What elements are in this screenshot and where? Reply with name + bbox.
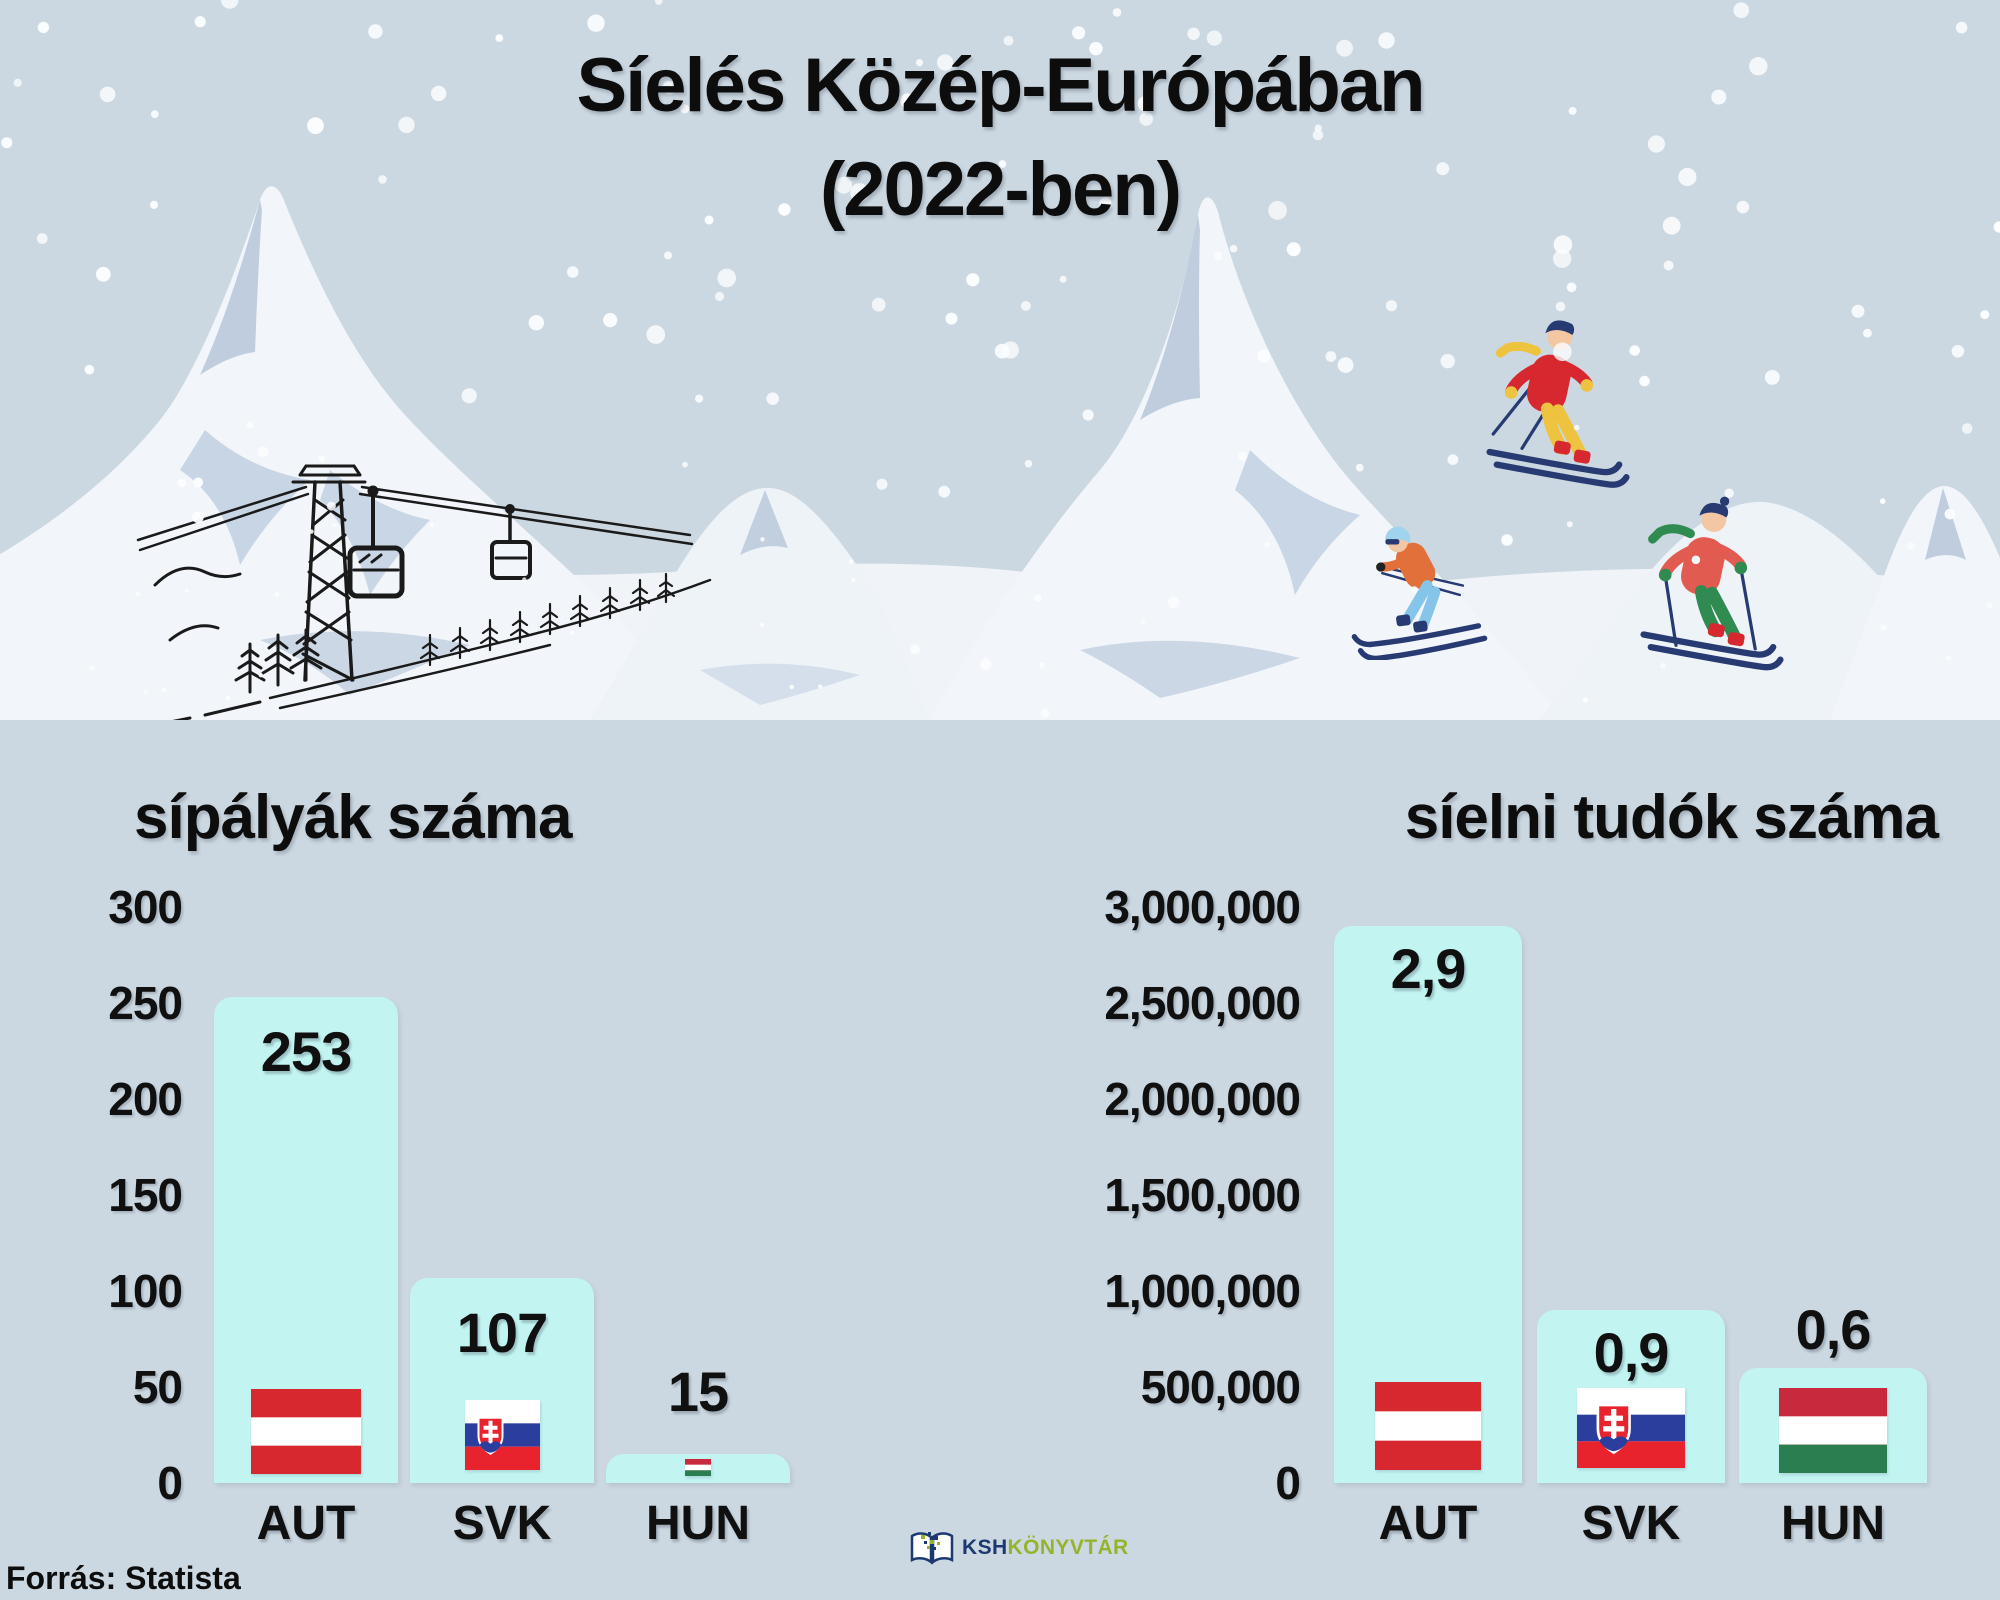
logo-text-konyvtar: KÖNYVTÁR [1007,1536,1129,1559]
skier-orange-blue-icon [1351,526,1488,660]
y-tick-1-2,000,000: 2,000,000 [1104,1073,1301,1125]
source-credit: Forrás: Statista [6,1560,241,1596]
hungary-flag-icon [685,1459,711,1476]
x-label-aut-1: AUT [1378,1497,1478,1550]
x-label-hun-0: HUN [646,1497,750,1550]
y-tick-0-300: 300 [108,881,183,933]
x-label-svk-0: SVK [452,1497,552,1550]
logo-text-ksh: KSH [962,1536,1008,1559]
skier-red-yellow-icon [1486,320,1630,488]
value-label-hun-0: 15 [667,1360,729,1424]
x-label-aut-0: AUT [256,1497,356,1550]
y-tick-0-0: 0 [157,1457,183,1509]
open-book-icon [910,1532,954,1565]
value-label-svk-1: 0,9 [1593,1321,1670,1385]
chart-title-slopes: sípályák száma [134,783,573,852]
value-label-aut-1: 2,9 [1390,937,1467,1001]
y-tick-1-0: 0 [1275,1457,1301,1509]
y-tick-1-1,000,000: 1,000,000 [1104,1265,1301,1317]
slovakia-flag-icon [464,1400,540,1470]
slovakia-flag-icon [1577,1388,1685,1468]
y-tick-1-2,500,000: 2,500,000 [1104,977,1301,1029]
value-label-aut-0: 253 [260,1020,352,1084]
x-label-hun-1: HUN [1781,1497,1885,1550]
y-tick-0-200: 200 [108,1073,183,1125]
ksh-library-logo: KSHKÖNYVTÁR [908,1526,1168,1576]
y-tick-1-1,500,000: 1,500,000 [1104,1169,1301,1221]
page-title-line2: (2022-ben) [819,147,1182,232]
y-tick-0-50: 50 [132,1361,183,1413]
value-label-svk-0: 107 [456,1300,548,1364]
page-title-line1: Síelés Közép-Európában [576,43,1425,128]
y-tick-1-500,000: 500,000 [1140,1361,1301,1413]
ski-lift-sketch-icon [136,464,712,720]
skier-red-green-icon [1640,496,1784,671]
austria-flag-icon [251,1389,361,1474]
value-label-hun-1: 0,6 [1795,1297,1872,1361]
hungary-flag-icon [1779,1388,1887,1473]
chart-title-skiers: síelni tudók száma [1404,783,1939,852]
y-tick-0-250: 250 [108,977,183,1029]
snowfall-decoration [1,0,2000,718]
y-tick-0-100: 100 [108,1265,183,1317]
x-label-svk-1: SVK [1581,1497,1681,1550]
austria-flag-icon [1375,1382,1481,1470]
y-tick-1-3,000,000: 3,000,000 [1104,881,1301,933]
y-tick-0-150: 150 [108,1169,183,1221]
